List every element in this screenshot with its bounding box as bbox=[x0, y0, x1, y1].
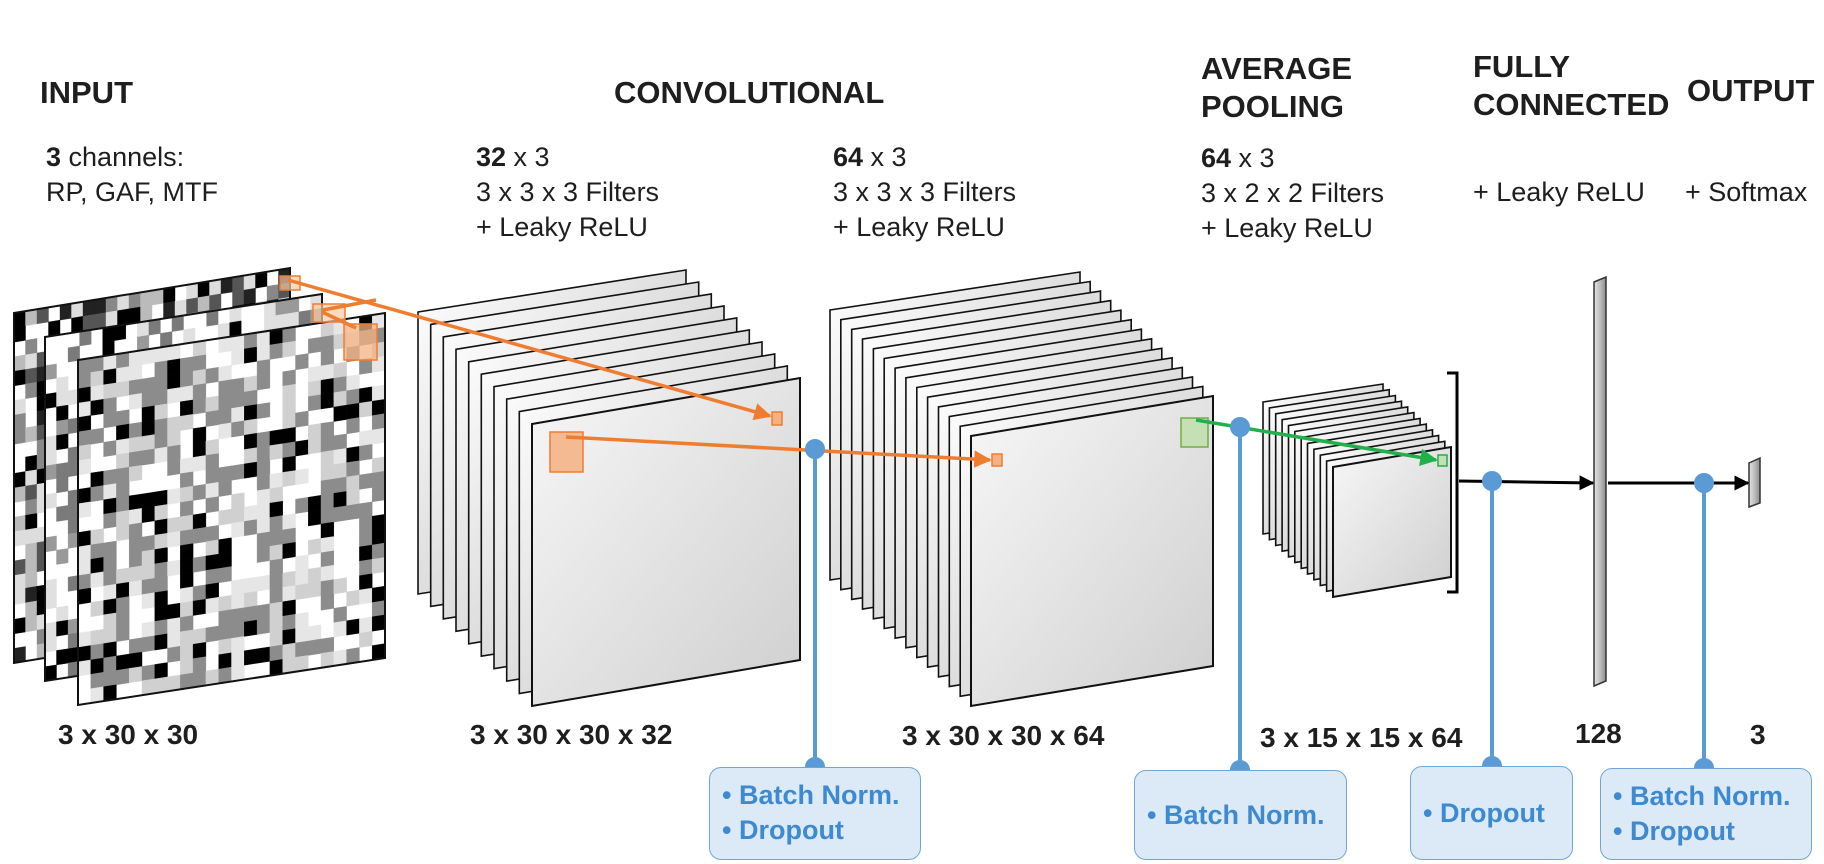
dim-fc: 128 bbox=[1575, 718, 1622, 749]
regularization-box-conv2: • Batch Norm. bbox=[1134, 770, 1347, 860]
conv2-description: 64 x 3 3 x 3 x 3 Filters + Leaky ReLU bbox=[833, 140, 1016, 245]
pool-filter-count: 64 bbox=[1201, 143, 1232, 173]
conv2-multiplier: x 3 bbox=[863, 142, 907, 172]
header-convolutional: CONVOLUTIONAL bbox=[614, 75, 885, 110]
dim-conv1: 3 x 30 x 30 x 32 bbox=[470, 719, 673, 750]
kernel-target-conv1 bbox=[771, 411, 783, 426]
input-image-mtf bbox=[77, 311, 386, 707]
dim-conv2: 3 x 30 x 30 x 64 bbox=[902, 720, 1105, 751]
conv2-feature-maps bbox=[829, 271, 1214, 708]
connector-dot-fc bbox=[1694, 473, 1714, 493]
header-fully-connected-line2: CONNECTED bbox=[1473, 87, 1670, 122]
box4-item-2: • Dropout bbox=[1613, 816, 1735, 846]
conv2-filter-count: 64 bbox=[833, 142, 864, 172]
conv2-filter-size: 3 x 3 x 3 Filters bbox=[833, 177, 1017, 207]
conv2-activation: + Leaky ReLU bbox=[833, 212, 1005, 242]
connector-dot-conv2 bbox=[1230, 417, 1250, 437]
input-channel-names: RP, GAF, MTF bbox=[46, 177, 219, 207]
connector-dot-pool bbox=[1482, 471, 1502, 491]
fc-activation: + Leaky ReLU bbox=[1473, 177, 1645, 207]
header-fully-connected-line1: FULLY bbox=[1473, 49, 1571, 84]
fully-connected-layer bbox=[1593, 275, 1607, 688]
header-average-pooling-line2: POOLING bbox=[1201, 89, 1344, 124]
kernel-target-conv2 bbox=[991, 453, 1003, 467]
box4-item-1: • Batch Norm. bbox=[1613, 781, 1791, 811]
kernel-target-pool bbox=[1437, 454, 1448, 467]
pool-bracket bbox=[1447, 371, 1459, 594]
connector-dot-conv1 bbox=[805, 439, 825, 459]
regularization-box-conv1: • Batch Norm. • Dropout bbox=[709, 767, 921, 860]
header-input: INPUT bbox=[40, 75, 133, 110]
conv1-filter-count: 32 bbox=[476, 142, 507, 172]
pool-multiplier: x 3 bbox=[1231, 143, 1275, 173]
box1-item-2: • Dropout bbox=[722, 815, 844, 845]
box1-item-1: • Batch Norm. bbox=[722, 780, 900, 810]
input-images bbox=[13, 266, 386, 707]
regularization-box-pool: • Dropout bbox=[1410, 766, 1573, 860]
output-layer bbox=[1748, 456, 1761, 509]
dim-input: 3 x 30 x 30 bbox=[58, 719, 199, 750]
arrow-input-to-conv1-c bbox=[321, 310, 357, 330]
conv1-activation: + Leaky ReLU bbox=[476, 212, 648, 242]
output-activation: + Softmax bbox=[1685, 177, 1808, 207]
arrow-input-to-conv1-b bbox=[322, 298, 377, 312]
input-description: 3 channels: RP, GAF, MTF bbox=[46, 140, 218, 210]
box2-item-1: • Batch Norm. bbox=[1147, 799, 1325, 830]
pool-filter-size: 3 x 2 x 2 Filters bbox=[1201, 178, 1385, 208]
flow-arrow-pool-to-fc bbox=[1458, 475, 1595, 491]
pool-feature-maps bbox=[1262, 383, 1452, 599]
conv1-description: 32 x 3 3 x 3 x 3 Filters + Leaky ReLU bbox=[476, 140, 659, 245]
dim-output: 3 bbox=[1750, 719, 1766, 750]
input-channel-count: 3 bbox=[46, 142, 62, 172]
header-average-pooling-line1: AVERAGE bbox=[1201, 51, 1353, 86]
pool-activation: + Leaky ReLU bbox=[1201, 213, 1373, 243]
input-channels-label: channels: bbox=[61, 142, 185, 172]
arrow-conv1-to-conv2 bbox=[565, 435, 992, 468]
header-output: OUTPUT bbox=[1687, 73, 1815, 108]
conv1-filter-size: 3 x 3 x 3 Filters bbox=[476, 177, 660, 207]
conv1-multiplier: x 3 bbox=[506, 142, 550, 172]
dim-pool: 3 x 15 x 15 x 64 bbox=[1260, 722, 1463, 753]
conv1-feature-maps bbox=[417, 269, 801, 708]
pool-description: 64 x 3 3 x 2 x 2 Filters + Leaky ReLU bbox=[1201, 141, 1384, 246]
box3-item-1: • Dropout bbox=[1423, 797, 1545, 828]
kernel-patch-input-3 bbox=[343, 323, 378, 361]
regularization-box-fc: • Batch Norm. • Dropout bbox=[1600, 768, 1812, 860]
